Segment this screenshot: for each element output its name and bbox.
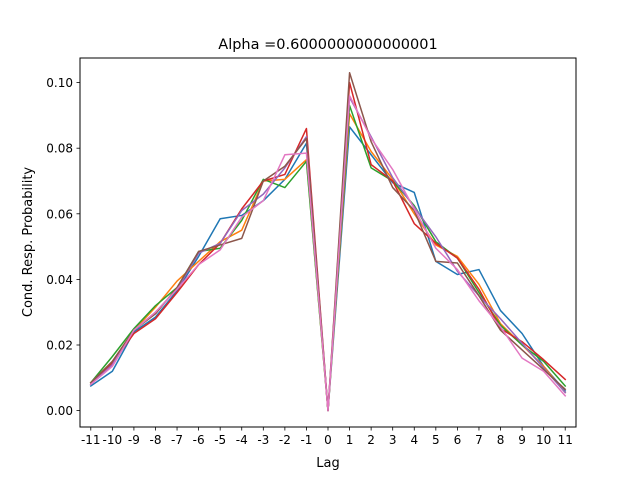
x-tick-label: 9 [518, 433, 526, 447]
y-tick-label: 0.04 [46, 273, 73, 287]
y-tick-label: 0.02 [46, 339, 73, 353]
x-axis-label: Lag [316, 456, 339, 471]
series-layer [89, 72, 567, 412]
x-tick-label: -8 [149, 433, 161, 447]
x-tick-label: 4 [410, 433, 418, 447]
x-tick-label: 7 [475, 433, 483, 447]
x-tick-label: 10 [536, 433, 551, 447]
y-tick-label: 0.00 [46, 404, 73, 418]
x-tick-label: -4 [236, 433, 248, 447]
x-tick-label: 2 [367, 433, 375, 447]
x-tick-label: -7 [171, 433, 183, 447]
y-tick-label: 0.08 [46, 142, 73, 156]
x-tick-label: -5 [214, 433, 226, 447]
chart-title: Alpha =0.6000000000000001 [218, 37, 437, 53]
series-line-7 [89, 94, 567, 412]
y-tick-label: 0.10 [46, 76, 73, 90]
x-tick-label: -9 [128, 433, 140, 447]
x-tick-label: -6 [193, 433, 205, 447]
x-tick-label: -10 [103, 433, 123, 447]
y-axis-label: Cond. Resp. Probability [21, 167, 36, 318]
x-tick-label: 0 [324, 433, 332, 447]
x-tick-label: 11 [558, 433, 573, 447]
x-tick-label: -3 [257, 433, 269, 447]
x-tick-label: -11 [81, 433, 101, 447]
x-tick-label: 8 [497, 433, 505, 447]
x-tick-label: 3 [389, 433, 397, 447]
x-tick-label: -2 [279, 433, 291, 447]
y-axis: 0.00 0.02 0.04 0.06 0.08 0.10 [46, 76, 80, 418]
x-axis: -11 -10 -9 -8 -7 -6 -5 -4 -3 -2 -1 0 1 2 3 4 5 6 7 8 9 10 11 [81, 427, 573, 447]
x-tick-label: -1 [300, 433, 312, 447]
x-tick-label: 1 [346, 433, 354, 447]
x-tick-label: 5 [432, 433, 440, 447]
y-tick-label: 0.06 [46, 207, 73, 221]
x-tick-label: 6 [454, 433, 462, 447]
